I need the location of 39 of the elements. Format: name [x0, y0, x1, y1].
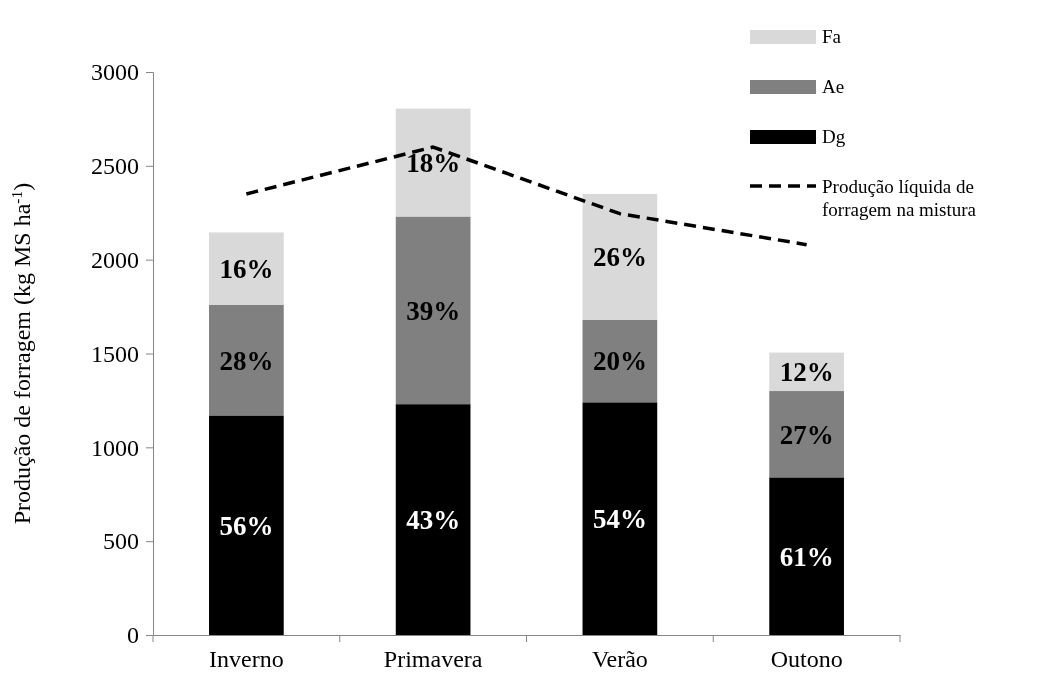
x-tick-label: Inverno [209, 645, 284, 672]
annotation: 61% [779, 541, 834, 572]
annotation: 16% [219, 254, 274, 285]
line-series [244, 145, 809, 247]
bar [209, 232, 284, 305]
annotation: 18% [406, 148, 461, 178]
bar [582, 402, 658, 635]
legend-label: Produção líquida de forragem na mistura [822, 175, 977, 221]
annotation: 20% [592, 346, 647, 377]
annotation: 43% [406, 505, 461, 536]
y-tick-label: 2500 [91, 153, 139, 180]
annotation: 12% [779, 357, 834, 388]
y-tick-label: 2000 [91, 246, 139, 273]
annotation: 39% [406, 295, 461, 326]
y-tick-label: 1500 [91, 340, 139, 367]
bar [769, 477, 844, 635]
bar [582, 319, 658, 403]
bar [395, 216, 471, 405]
x-tick-label: Outono [770, 645, 843, 672]
annotation: 26% [592, 242, 647, 273]
y-tick-label: 1000 [91, 434, 139, 461]
x-tick-label: Verão [591, 645, 648, 672]
legend-label: Ae [822, 75, 845, 97]
annotation: 54% [592, 504, 647, 535]
legend-label: Dg [822, 125, 846, 147]
y-tick-label: 500 [103, 528, 139, 555]
bar [582, 193, 658, 320]
bar [769, 391, 844, 478]
annotation: 28% [219, 345, 274, 376]
annotation: 27% [779, 419, 834, 450]
bar [209, 415, 284, 635]
bar [395, 108, 471, 217]
y-tick-label: 3000 [91, 59, 139, 86]
annotation: 56% [219, 510, 274, 541]
legend-label: Fa [822, 25, 842, 47]
x-tick-label: Primavera [383, 645, 483, 672]
bar [209, 304, 284, 416]
y-tick-label: 0 [127, 622, 139, 649]
bar [395, 404, 471, 635]
